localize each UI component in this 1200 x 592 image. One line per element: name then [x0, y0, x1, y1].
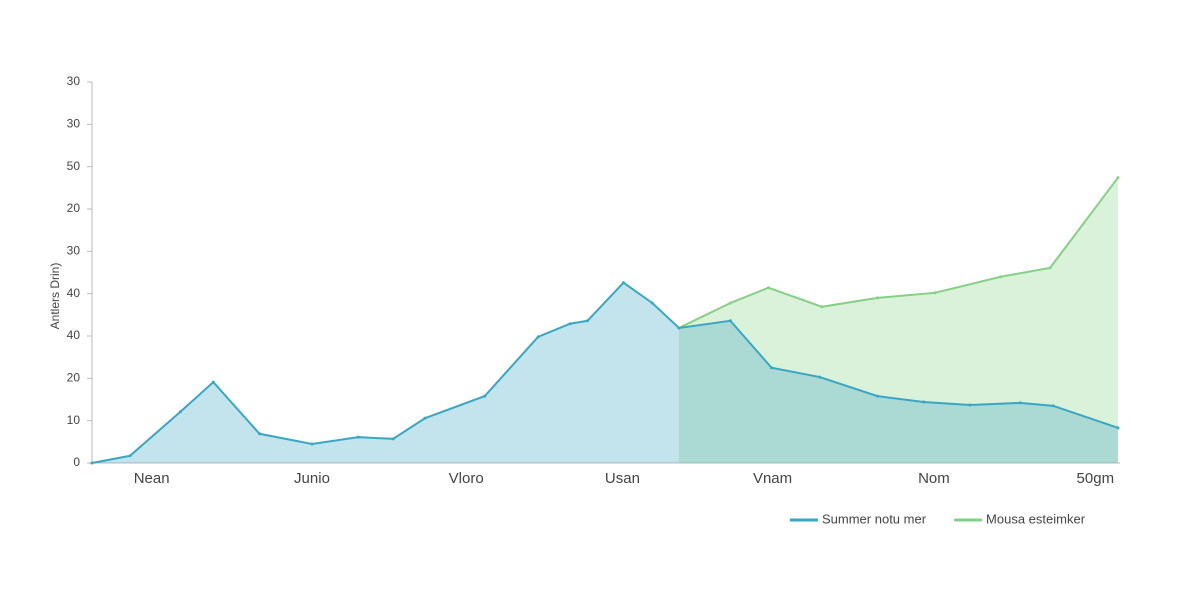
point [999, 275, 1003, 279]
point [423, 416, 427, 420]
point [770, 366, 774, 370]
x-tick-label: Nom [918, 470, 950, 487]
y-tick-label: 20 [67, 371, 81, 385]
point [1116, 426, 1120, 430]
y-tick-label: 30 [67, 244, 81, 258]
y-tick-label: 10 [67, 413, 81, 427]
point [310, 442, 314, 446]
x-tick-label: Usan [605, 470, 640, 487]
point [258, 432, 262, 436]
point [178, 410, 182, 414]
x-tick-label: Junio [294, 470, 330, 487]
point [90, 461, 94, 465]
x-tick-label: Vloro [449, 470, 484, 487]
point [766, 286, 770, 290]
point [128, 454, 132, 458]
point [820, 305, 824, 309]
point [211, 380, 215, 384]
point [728, 319, 732, 323]
point [968, 403, 972, 407]
point [1051, 404, 1055, 408]
point [677, 326, 681, 330]
point [1048, 266, 1052, 270]
point [568, 322, 572, 326]
y-tick-label: 40 [67, 328, 81, 342]
point [585, 319, 589, 323]
y-tick-label: 0 [73, 455, 80, 469]
x-tick-label: 50gm [1077, 470, 1115, 487]
legend-label: Mousa esteimker [986, 511, 1086, 526]
point [818, 375, 822, 379]
point [356, 435, 360, 439]
y-tick-label: 50 [67, 159, 81, 173]
point [391, 437, 395, 441]
point [922, 400, 926, 404]
point [875, 296, 879, 300]
y-tick-label: 40 [67, 286, 81, 300]
x-tick-label: Nean [134, 470, 170, 487]
y-tick-label: 30 [67, 74, 81, 88]
y-tick-label: 20 [67, 201, 81, 215]
point [650, 301, 654, 305]
x-tick-label: Vnam [753, 470, 792, 487]
y-axis-title: Antlers Drin) [48, 263, 62, 330]
point [483, 394, 487, 398]
y-tick-label: 30 [67, 117, 81, 131]
point [933, 291, 937, 295]
area [92, 282, 1118, 463]
point [1116, 176, 1120, 180]
point [1018, 401, 1022, 405]
point [875, 394, 879, 398]
point [728, 301, 732, 305]
legend-label: Summer notu mer [822, 511, 927, 526]
point [536, 335, 540, 339]
point [621, 281, 625, 285]
area [678, 177, 1118, 463]
